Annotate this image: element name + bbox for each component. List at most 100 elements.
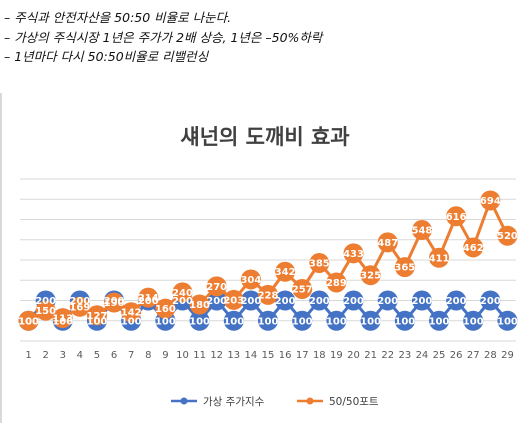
x-tick-label: 21 [364,350,377,361]
legend: 가상 주가지수 50/50포트 [171,396,379,408]
data-point [69,296,90,317]
data-label: 200 [69,296,90,307]
data-point [429,247,450,268]
data-point [292,310,313,331]
x-tick-label: 28 [484,350,497,361]
data-point [275,290,296,311]
data-label: 270 [206,282,227,293]
data-label: 200 [309,296,330,307]
data-point [326,272,347,293]
data-label: 548 [411,226,432,237]
x-tick-label: 15 [262,350,275,361]
data-label: 100 [360,316,381,327]
x-tick-label: 14 [245,350,258,361]
data-point [138,287,159,308]
x-tick-label: 11 [193,350,206,361]
data-point [292,278,313,299]
line-chart: 섀넌의 도깨비 효과 1 2 3 4 5 6 7 8 9 10 11 12 13 14 15 16 17 18 19… [18,125,518,408]
data-point [172,282,193,303]
x-tick-label: 3 [60,350,66,361]
data-label: 200 [172,296,193,307]
data-label: 325 [360,271,381,282]
data-label: 100 [463,316,484,327]
legend-label: 50/50포트 [329,396,379,408]
data-label: 616 [446,212,467,223]
data-label: 214 [138,293,159,304]
data-label: 385 [309,259,330,270]
x-tick-label: 12 [210,350,223,361]
data-point [258,284,278,305]
x-tick-label: 13 [227,350,240,361]
data-label: 200 [275,296,296,307]
data-label: 100 [326,316,347,327]
data-label: 100 [394,316,415,327]
data-point [446,206,467,227]
data-point [155,298,176,319]
legend-item: 50/50포트 [297,396,379,408]
data-label: 289 [326,278,347,289]
data-label: 200 [377,296,398,307]
series-layer [18,190,518,331]
data-label: 180 [189,300,210,311]
data-point [377,290,398,311]
legend-marker [180,397,188,405]
x-tick-label: 4 [77,350,83,361]
x-tick-label: 29 [501,350,514,361]
data-label: 304 [240,275,261,286]
x-tick-label: 16 [279,350,292,361]
legend-item: 가상 주가지수 [171,396,265,408]
data-label: 257 [292,284,313,295]
legend-marker [306,397,314,405]
data-label: 127 [87,311,108,322]
data-label: 169 [69,302,90,313]
data-point [411,290,432,311]
x-tick-label: 24 [416,350,429,361]
data-label: 433 [343,249,364,260]
data-point [497,225,518,246]
data-point [480,290,501,311]
data-label: 100 [429,316,450,327]
data-point [223,289,244,310]
data-point [309,290,330,311]
data-label: 365 [394,263,415,274]
data-label: 342 [275,267,296,278]
x-tick-label: 8 [145,350,151,361]
data-point [223,310,244,331]
data-label: 100 [121,316,142,327]
x-tick-label: 9 [162,350,168,361]
data-label: 100 [292,316,313,327]
data-label: 694 [480,196,501,207]
data-point [360,310,381,331]
data-label: 142 [121,308,142,319]
data-label: 200 [411,296,432,307]
x-tick-label: 5 [94,350,100,361]
x-tick-label: 7 [128,350,134,361]
note-line-2: – 가상의 주식시장 1년은 주가가 2배 상승, 1년은 –50%하락 [4,29,323,45]
data-point [189,310,210,331]
x-tick-label: 20 [347,350,360,361]
x-tick-label: 25 [433,350,446,361]
data-point [104,292,125,313]
data-label: 200 [240,296,261,307]
data-point [275,261,296,282]
note-line-1: – 주식과 안전자산을 50:50 비율로 나눈다. [4,10,232,25]
x-tick-label: 6 [111,350,117,361]
data-label: 520 [497,231,518,242]
data-point [240,290,261,311]
left-rule-bar [0,93,2,423]
data-point [446,290,467,311]
data-label: 150 [35,306,56,317]
data-point [463,310,484,331]
data-point [86,305,107,326]
x-tick-label: 10 [176,350,189,361]
data-label: 100 [189,316,210,327]
data-label: 200 [480,296,501,307]
x-tick-label: 1 [25,350,31,361]
data-label: 113 [52,314,73,325]
x-tick-label: 23 [398,350,411,361]
data-point [258,310,278,331]
data-label: 100 [52,316,73,327]
data-label: 190 [104,298,125,309]
data-label: 203 [223,295,244,306]
data-point [480,190,501,211]
